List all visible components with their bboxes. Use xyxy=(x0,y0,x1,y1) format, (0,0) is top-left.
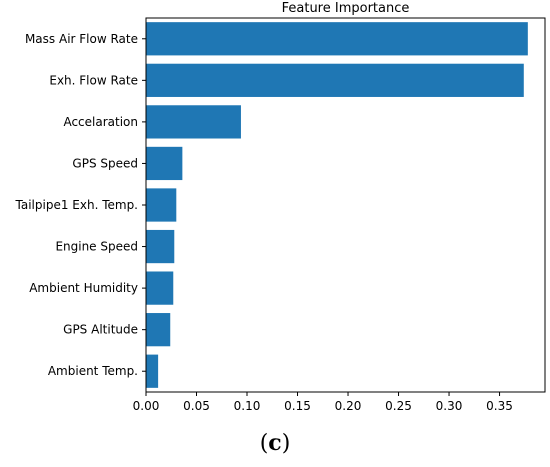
y-tick-label: Mass Air Flow Rate xyxy=(25,32,138,46)
caption-letter: c xyxy=(268,430,282,456)
y-tick-label: Accelaration xyxy=(63,115,138,129)
figure-caption: (c) xyxy=(259,430,291,456)
bar-3 xyxy=(146,105,241,139)
bar-4 xyxy=(146,146,183,181)
bar-8 xyxy=(146,313,171,347)
y-tick-label: Exh. Flow Rate xyxy=(49,73,138,87)
x-tick-label: 0.15 xyxy=(284,399,311,413)
x-tick-label: 0.20 xyxy=(335,399,362,413)
bar-2 xyxy=(146,63,524,97)
plot-frame xyxy=(145,17,546,393)
x-tick-label: 0.00 xyxy=(133,399,160,413)
y-tick-label: Ambient Temp. xyxy=(48,364,138,378)
y-tick-label: Ambient Humidity xyxy=(29,281,138,295)
x-tick-label: 0.05 xyxy=(183,399,210,413)
y-tick-label: Tailpipe1 Exh. Temp. xyxy=(15,198,138,212)
x-tick-label: 0.25 xyxy=(385,399,412,413)
bar-5 xyxy=(146,188,177,222)
bar-7 xyxy=(146,271,174,305)
bar-9 xyxy=(146,354,159,388)
y-tick-label: GPS Altitude xyxy=(63,323,138,337)
y-tick-label: Engine Speed xyxy=(55,240,138,254)
bar-6 xyxy=(146,229,175,264)
chart-title: Feature Importance xyxy=(282,1,410,16)
x-tick-label: 0.10 xyxy=(234,399,261,413)
x-tick-label: 0.35 xyxy=(486,399,513,413)
x-tick-label: 0.30 xyxy=(436,399,463,413)
bar-1 xyxy=(146,22,528,56)
y-tick-label: GPS Speed xyxy=(72,156,138,170)
